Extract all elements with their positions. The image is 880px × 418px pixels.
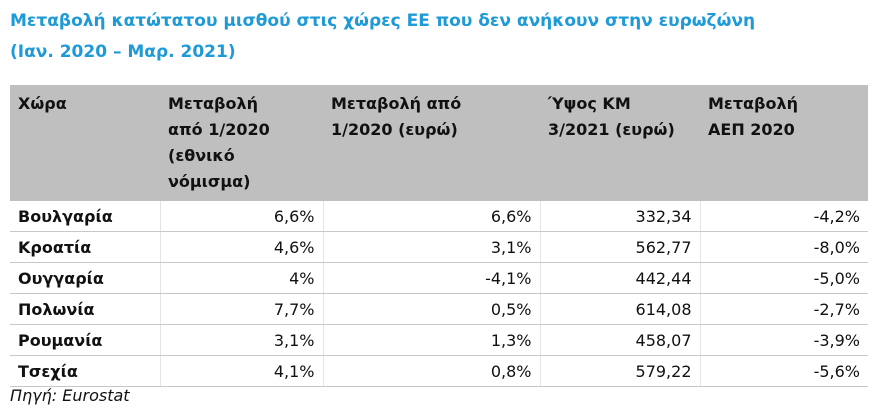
table: Χώρα Μεταβολή από 1/2020 (εθνικό νόμισμα) Μετ… xyxy=(10,85,868,387)
table-cell: 0,5% xyxy=(323,293,541,325)
header-line: (εθνικό xyxy=(168,146,235,165)
header-line: νόμισμα) xyxy=(168,172,251,191)
table-cell: -3,9% xyxy=(700,324,868,356)
table-cell: 6,6% xyxy=(323,201,541,232)
header-line: ΑΕΠ 2020 xyxy=(708,120,795,139)
header-line: από 1/2020 xyxy=(168,120,270,139)
table-cell: 6,6% xyxy=(160,201,324,232)
table-cell: -5,6% xyxy=(700,355,868,387)
header-cell: Ύψος ΚΜ 3/2021 (ευρώ) xyxy=(540,85,700,201)
title-line: (Ιαν. 2020 – Μαρ. 2021) xyxy=(10,42,236,62)
table-cell: Πολωνία xyxy=(10,293,161,325)
table-cell: Τσεχία xyxy=(10,355,161,387)
table-cell: -5,0% xyxy=(700,262,868,294)
table-cell: -2,7% xyxy=(700,293,868,325)
header-cell: Μεταβολή από 1/2020 (ευρώ) xyxy=(323,85,540,201)
table-cell: Ουγγαρία xyxy=(10,262,161,294)
table-row: Ουγγαρία 4% -4,1% 442,44 -5,0% xyxy=(10,262,868,294)
header-line: 3/2021 (ευρώ) xyxy=(548,120,675,139)
header-line: Ύψος ΚΜ xyxy=(548,94,631,113)
table-cell: Ρουμανία xyxy=(10,324,161,356)
header-row: Χώρα Μεταβολή από 1/2020 (εθνικό νόμισμα) Μετ… xyxy=(10,85,868,201)
table-row: Ρουμανία 3,1% 1,3% 458,07 -3,9% xyxy=(10,324,868,356)
table-body: Βουλγαρία 6,6% 6,6% 332,34 -4,2% Κροατία 4,6% 3… xyxy=(10,201,868,387)
table-cell: 3,1% xyxy=(160,324,324,356)
table-cell: Βουλγαρία xyxy=(10,201,161,232)
table-row: Βουλγαρία 6,6% 6,6% 332,34 -4,2% xyxy=(10,201,868,232)
table-cell: 0,8% xyxy=(323,355,541,387)
header-line: Μεταβολή xyxy=(708,94,798,113)
header-cell: Χώρα xyxy=(10,85,160,201)
table-cell: 579,22 xyxy=(540,355,701,387)
table-cell: -4,2% xyxy=(700,201,868,232)
table-row: Τσεχία 4,1% 0,8% 579,22 -5,6% xyxy=(10,355,868,387)
table-cell: 458,07 xyxy=(540,324,701,356)
table-cell: Κροατία xyxy=(10,231,161,263)
table-cell: -8,0% xyxy=(700,231,868,263)
table-cell: 4,1% xyxy=(160,355,324,387)
title: Μεταβολή κατώτατου μισθού στις χώρες ΕΕ … xyxy=(10,6,755,68)
table-cell: 332,34 xyxy=(540,201,701,232)
table-cell: 4% xyxy=(160,262,324,294)
header-line: 1/2020 (ευρώ) xyxy=(331,120,458,139)
title-line: Μεταβολή κατώτατου μισθού στις χώρες ΕΕ … xyxy=(10,11,756,31)
table-row: Κροατία 4,6% 3,1% 562,77 -8,0% xyxy=(10,231,868,263)
table-cell: 1,3% xyxy=(323,324,541,356)
table-cell: 442,44 xyxy=(540,262,701,294)
header-line: Χώρα xyxy=(18,94,67,113)
table-cell: 4,6% xyxy=(160,231,324,263)
table-cell: 3,1% xyxy=(323,231,541,263)
table-cell: 562,77 xyxy=(540,231,701,263)
table-cell: 614,08 xyxy=(540,293,701,325)
source: Πηγή: Eurostat xyxy=(10,386,130,405)
table-cell: -4,1% xyxy=(323,262,541,294)
header-cell: Μεταβολή από 1/2020 (εθνικό νόμισμα) xyxy=(160,85,323,201)
header-cell: Μεταβολή ΑΕΠ 2020 xyxy=(700,85,868,201)
header-line: Μεταβολή xyxy=(168,94,258,113)
table-cell: 7,7% xyxy=(160,293,324,325)
header-line: Μεταβολή από xyxy=(331,94,462,113)
table-row: Πολωνία 7,7% 0,5% 614,08 -2,7% xyxy=(10,293,868,325)
